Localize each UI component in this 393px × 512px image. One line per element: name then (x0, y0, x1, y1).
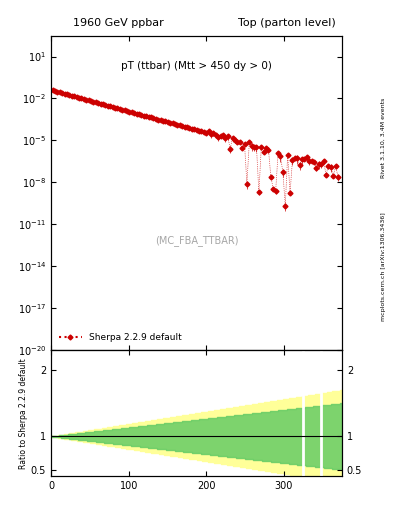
Text: mcplots.cern.ch [arXiv:1306.3436]: mcplots.cern.ch [arXiv:1306.3436] (381, 212, 386, 321)
Text: 1960 GeV ppbar: 1960 GeV ppbar (73, 18, 163, 28)
Text: pT (ttbar) (Mtt > 450 dy > 0): pT (ttbar) (Mtt > 450 dy > 0) (121, 61, 272, 71)
Text: Top (parton level): Top (parton level) (238, 18, 336, 28)
Text: Rivet 3.1.10, 3.4M events: Rivet 3.1.10, 3.4M events (381, 98, 386, 178)
Text: (MC_FBA_TTBAR): (MC_FBA_TTBAR) (155, 235, 238, 246)
Legend: Sherpa 2.2.9 default: Sherpa 2.2.9 default (55, 330, 185, 346)
Y-axis label: Ratio to Sherpa 2.2.9 default: Ratio to Sherpa 2.2.9 default (19, 358, 28, 468)
